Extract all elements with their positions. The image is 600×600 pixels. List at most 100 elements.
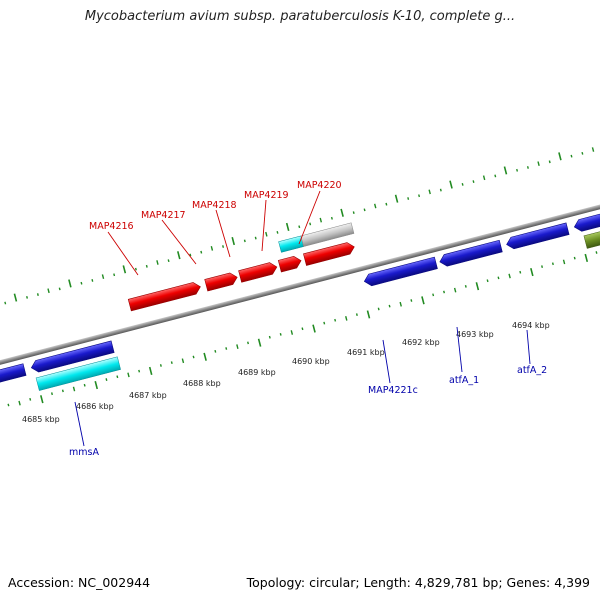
gene-label-MAP4219[interactable]: MAP4219 xyxy=(244,190,289,201)
minor-tick xyxy=(541,265,544,268)
scale-label: 4693 kbp xyxy=(456,330,494,339)
major-tick xyxy=(13,293,18,302)
minor-tick xyxy=(7,403,10,407)
minor-tick xyxy=(61,389,64,393)
gene-arrow-MAP4218[interactable] xyxy=(238,261,279,283)
minor-tick xyxy=(573,256,576,260)
minor-tick xyxy=(91,279,94,282)
minor-tick xyxy=(18,400,21,406)
minor-tick xyxy=(352,211,355,215)
minor-tick xyxy=(330,216,333,220)
minor-tick xyxy=(472,180,475,183)
minor-tick xyxy=(210,246,214,251)
minor-tick xyxy=(443,290,446,294)
leader-line-MAP4217 xyxy=(161,219,197,265)
minor-tick xyxy=(345,316,348,321)
gene-arrow-MAP4220[interactable] xyxy=(303,241,355,266)
leader-line-atfA_2 xyxy=(526,329,531,365)
gene-label-mmsA[interactable]: mmsA xyxy=(69,447,99,458)
minor-tick xyxy=(385,202,388,206)
minor-tick xyxy=(407,197,410,200)
grey-feature-upper[interactable] xyxy=(300,222,355,247)
scale-labels: 4685 kbp 4686 kbp 4687 kbp 4688 kbp 4689… xyxy=(22,321,550,424)
minor-tick xyxy=(189,253,192,257)
minor-tick xyxy=(482,175,486,181)
leader-line-MAP4219 xyxy=(261,199,267,252)
minor-tick xyxy=(265,231,268,237)
genome-backbone xyxy=(0,194,600,370)
minor-tick xyxy=(36,293,39,296)
major-tick xyxy=(394,194,399,203)
minor-tick xyxy=(159,364,162,367)
minor-tick xyxy=(105,378,108,381)
minor-tick xyxy=(519,270,522,274)
gene-arrow-MAP4219[interactable] xyxy=(277,255,302,273)
minor-tick xyxy=(236,344,239,350)
major-tick xyxy=(285,222,290,232)
minor-tick xyxy=(279,332,282,336)
minor-tick xyxy=(319,217,323,223)
gene-arrow-atfA_2[interactable] xyxy=(505,222,570,250)
gene-arrow-atfA_1[interactable] xyxy=(438,239,503,267)
gene-label-MAP4216[interactable]: MAP4216 xyxy=(89,221,134,232)
cyan-feature-lower[interactable] xyxy=(35,356,121,391)
minor-tick xyxy=(170,361,173,365)
major-tick xyxy=(584,253,589,263)
leader-line-MAP4218 xyxy=(215,209,231,258)
topology-text: Topology: circular; Length: 4,829,781 bp… xyxy=(246,575,590,590)
minor-tick xyxy=(26,295,29,299)
gene-label-MAP4218[interactable]: MAP4218 xyxy=(192,200,237,211)
major-tick xyxy=(312,324,316,333)
minor-tick xyxy=(83,383,86,387)
major-tick xyxy=(203,352,207,361)
minor-tick xyxy=(453,287,457,293)
cyan-feature-upper[interactable] xyxy=(278,235,304,253)
minor-tick xyxy=(58,287,61,291)
minor-tick xyxy=(373,203,377,209)
leader-line-mmsA xyxy=(74,401,85,447)
gene-arrow-right-partial[interactable] xyxy=(573,208,600,233)
major-tick xyxy=(257,338,262,347)
minor-tick xyxy=(138,369,141,373)
minor-tick xyxy=(418,194,421,198)
major-tick xyxy=(421,296,425,305)
upper-tick-track xyxy=(4,147,595,305)
minor-tick xyxy=(410,299,413,302)
map-band xyxy=(0,147,600,407)
minor-tick xyxy=(581,151,584,155)
gene-label-atfA_1[interactable]: atfA_1 xyxy=(449,375,479,386)
major-tick xyxy=(475,282,480,291)
minor-tick xyxy=(181,358,185,364)
minor-tick xyxy=(268,335,271,339)
major-tick xyxy=(530,268,534,277)
scale-label: 4686 kbp xyxy=(76,402,114,411)
minor-tick xyxy=(323,321,326,325)
minor-tick xyxy=(497,276,500,280)
minor-tick xyxy=(309,222,312,226)
major-tick xyxy=(68,279,72,288)
gene-arrow-mmsA[interactable] xyxy=(30,340,115,374)
minor-tick xyxy=(494,174,497,178)
minor-tick xyxy=(399,301,402,307)
olive-feature-lower[interactable] xyxy=(583,222,600,249)
gene-arrow-MAP4217[interactable] xyxy=(204,271,239,292)
gene-label-MAP4220[interactable]: MAP4220 xyxy=(297,180,342,191)
minor-tick xyxy=(562,259,566,265)
minor-tick xyxy=(29,397,32,401)
minor-tick xyxy=(301,327,304,331)
gene-label-atfA_2[interactable]: atfA_2 xyxy=(517,365,547,376)
minor-tick xyxy=(290,330,294,335)
minor-tick xyxy=(200,250,203,254)
gene-arrow-MAP4216[interactable] xyxy=(127,281,202,312)
minor-tick xyxy=(254,236,257,240)
minor-tick xyxy=(156,260,159,265)
minor-tick xyxy=(363,208,366,212)
gene-arrow-left-partial[interactable] xyxy=(0,363,27,384)
scale-label: 4689 kbp xyxy=(238,368,276,377)
minor-tick xyxy=(101,274,105,279)
gene-arrow-MAP4221c[interactable] xyxy=(363,256,438,287)
minor-tick xyxy=(377,307,380,311)
scale-label: 4691 kbp xyxy=(347,348,385,357)
gene-label-MAP4217[interactable]: MAP4217 xyxy=(141,210,186,221)
gene-label-MAP4221c[interactable]: MAP4221c xyxy=(368,385,418,396)
